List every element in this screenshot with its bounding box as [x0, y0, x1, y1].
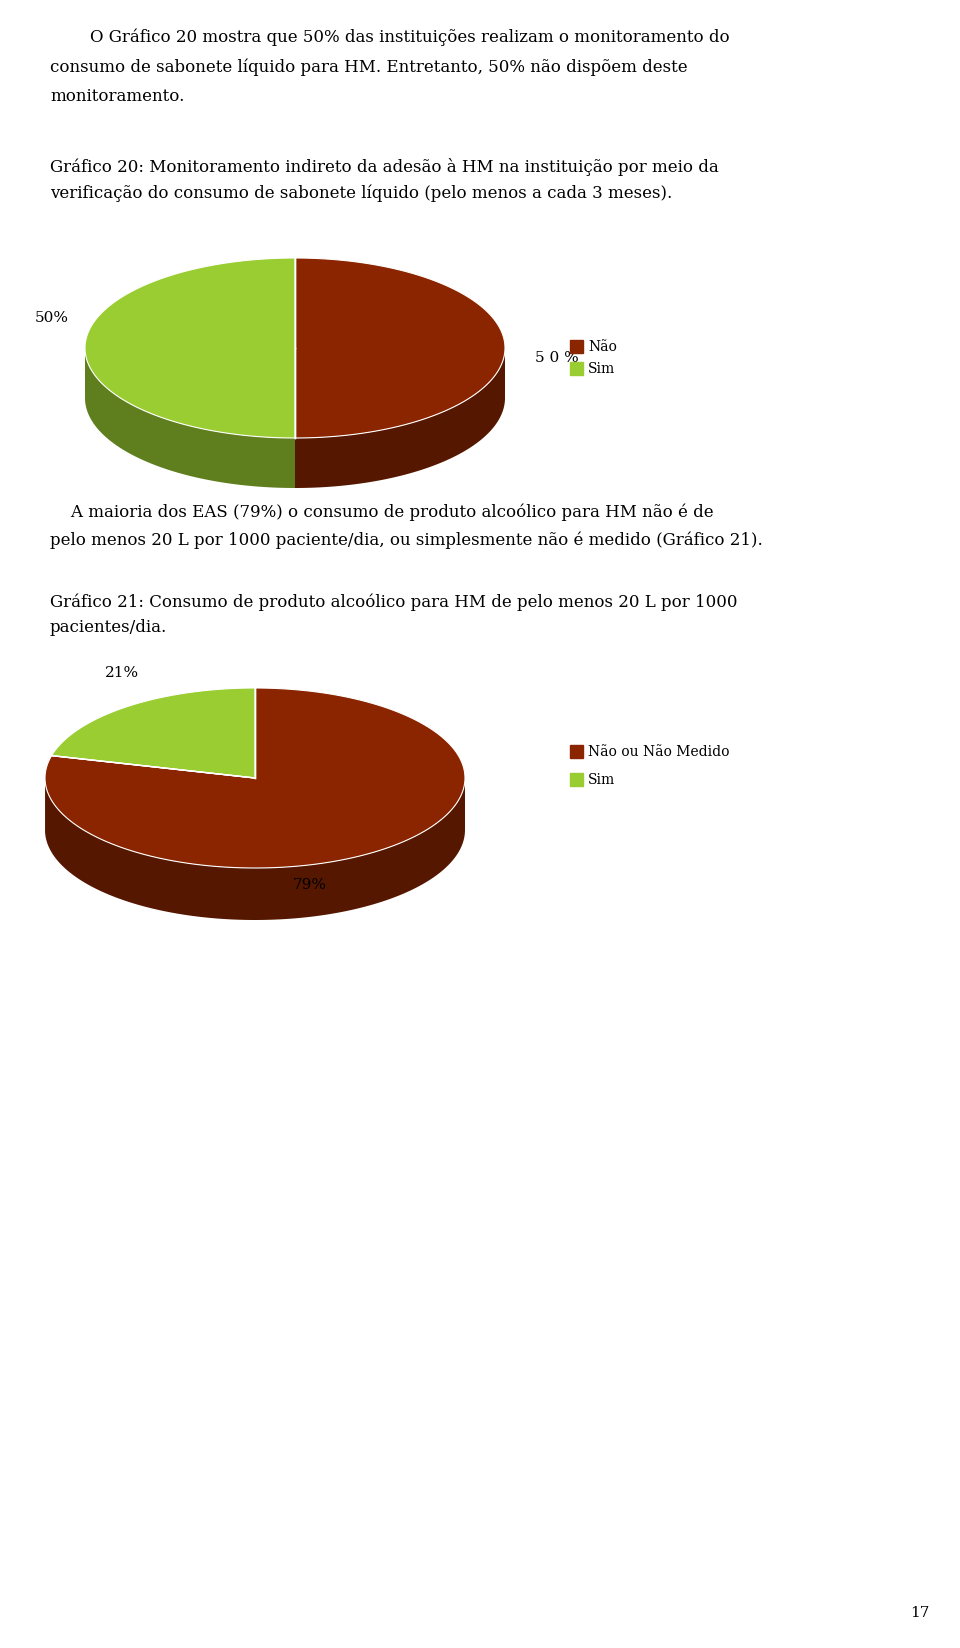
Text: Sim: Sim — [588, 773, 615, 786]
Text: consumo de sabonete líquido para HM. Entretanto, 50% não dispõem deste: consumo de sabonete líquido para HM. Ent… — [50, 58, 687, 76]
Bar — [570, 745, 583, 758]
Text: Gráfico 21: Consumo de produto alcoólico para HM de pelo menos 20 L por 1000: Gráfico 21: Consumo de produto alcoólico… — [50, 593, 737, 610]
Polygon shape — [85, 349, 295, 488]
Text: verificação do consumo de sabonete líquido (pelo menos a cada 3 meses).: verificação do consumo de sabonete líqui… — [50, 185, 672, 201]
Text: 5 0 %: 5 0 % — [535, 351, 579, 364]
Polygon shape — [45, 778, 465, 920]
Polygon shape — [52, 687, 255, 778]
Bar — [570, 339, 583, 353]
Bar — [570, 773, 583, 786]
Polygon shape — [295, 349, 505, 488]
Text: Não: Não — [588, 339, 617, 354]
Polygon shape — [295, 259, 505, 438]
Text: O Gráfico 20 mostra que 50% das instituições realizam o monitoramento do: O Gráfico 20 mostra que 50% das institui… — [90, 28, 730, 46]
Text: A maioria dos EAS (79%) o consumo de produto alcoólico para HM não é de: A maioria dos EAS (79%) o consumo de pro… — [50, 503, 713, 521]
Text: 50%: 50% — [35, 311, 69, 325]
Text: 17: 17 — [910, 1607, 929, 1620]
Polygon shape — [85, 259, 295, 438]
Text: pelo menos 20 L por 1000 paciente/dia, ou simplesmente não é medido (Gráfico 21): pelo menos 20 L por 1000 paciente/dia, o… — [50, 531, 763, 549]
Bar — [570, 363, 583, 376]
Text: 79%: 79% — [293, 878, 327, 892]
Text: monitoramento.: monitoramento. — [50, 87, 184, 105]
Text: Sim: Sim — [588, 361, 615, 376]
Text: pacientes/dia.: pacientes/dia. — [50, 620, 167, 636]
Polygon shape — [45, 687, 465, 868]
Text: Não ou Não Medido: Não ou Não Medido — [588, 745, 730, 758]
Text: Gráfico 20: Monitoramento indireto da adesão à HM na instituição por meio da: Gráfico 20: Monitoramento indireto da ad… — [50, 158, 719, 176]
Text: 21%: 21% — [105, 666, 139, 681]
